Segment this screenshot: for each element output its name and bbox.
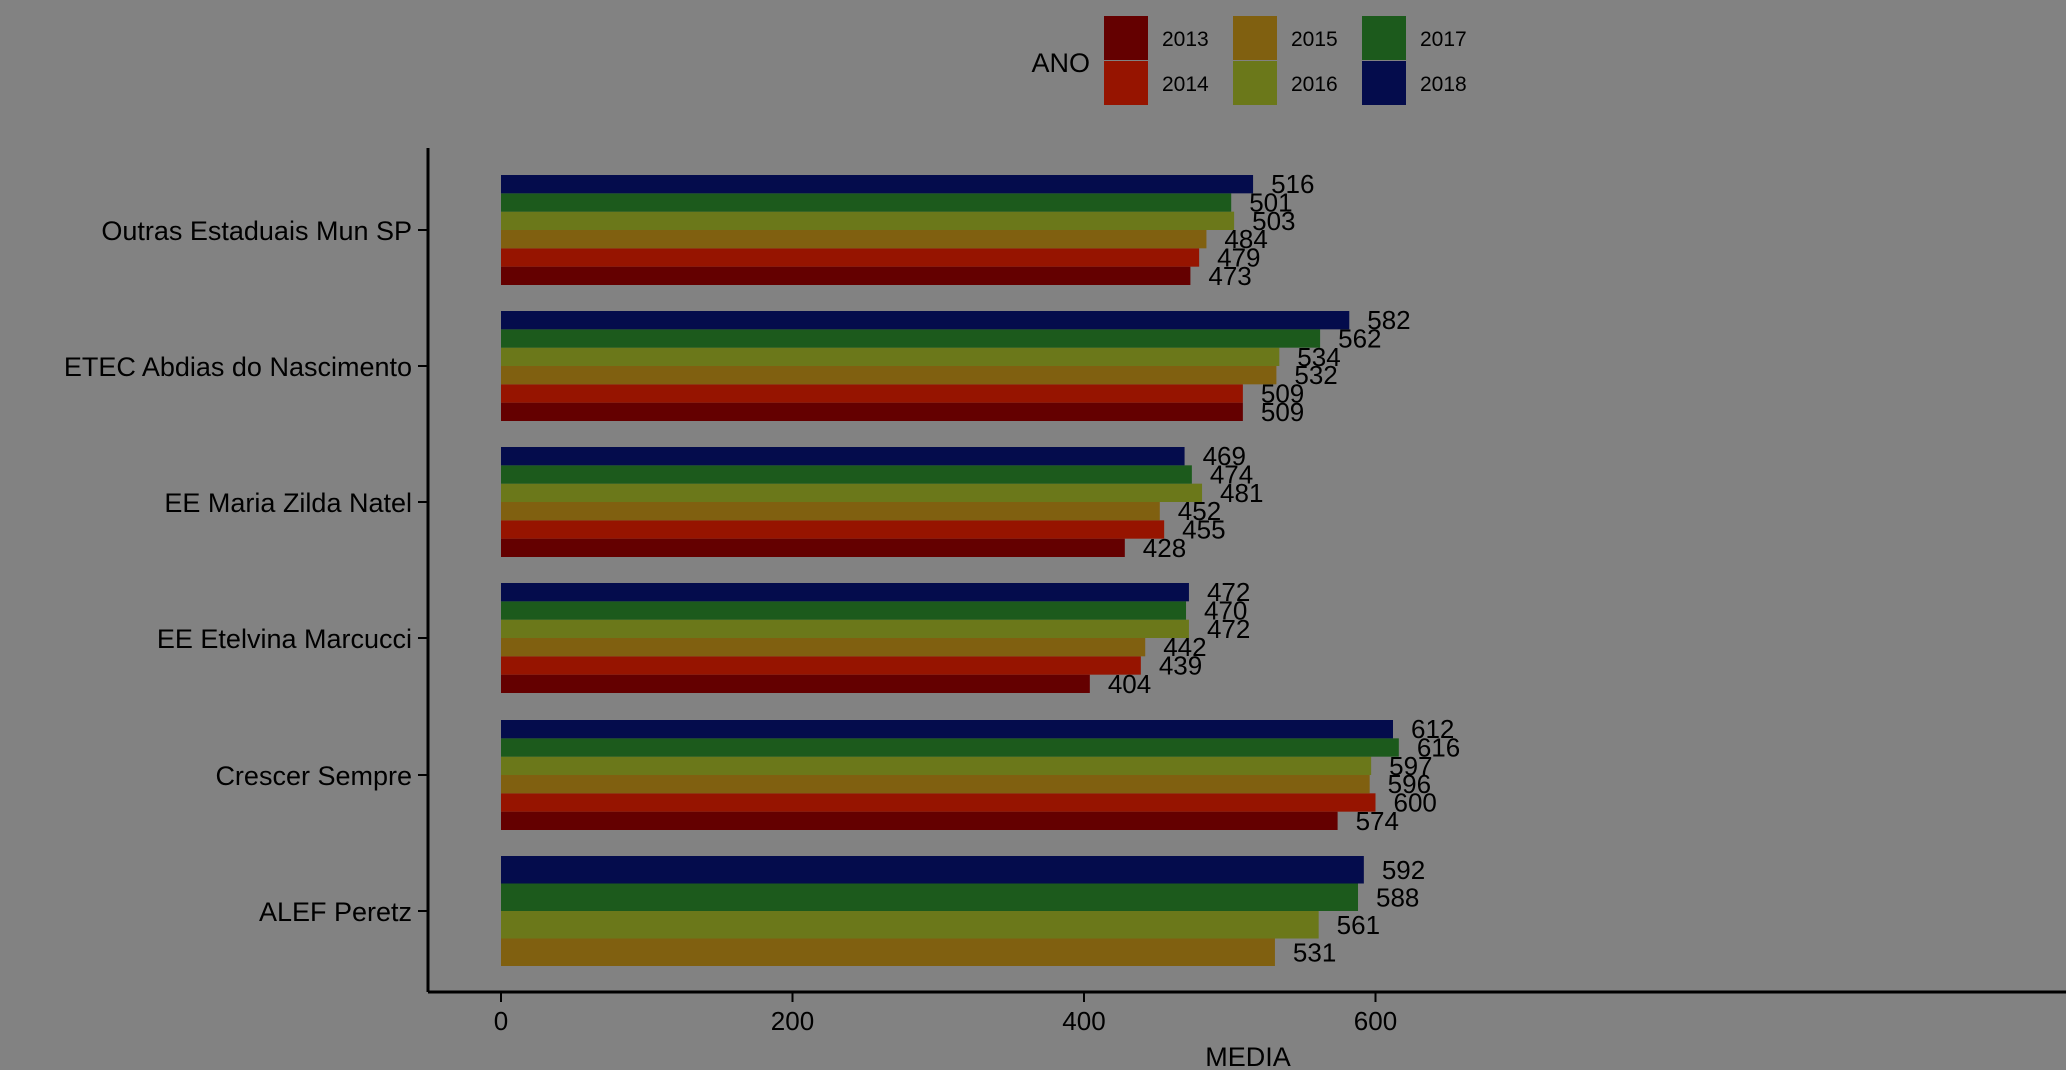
- legend-key-2015: [1233, 16, 1277, 60]
- data-label: 534: [1297, 342, 1340, 372]
- legend-key-2013: [1104, 16, 1148, 60]
- bar-2017: [501, 738, 1399, 757]
- data-label: 484: [1224, 224, 1267, 254]
- data-label: 597: [1389, 751, 1432, 781]
- data-label: 501: [1249, 188, 1292, 218]
- x-tick-label: 200: [771, 1006, 814, 1036]
- legend-key-2016: [1233, 61, 1277, 105]
- value-labels: 4734794845035015165095095325345625824284…: [1108, 169, 1460, 967]
- bar-2015: [501, 938, 1275, 966]
- bar-2018: [501, 720, 1393, 739]
- y-ticks: Outras Estaduais Mun SP ETEC Abdias do Na…: [64, 216, 428, 927]
- bar-2015: [501, 366, 1277, 385]
- bar-2018: [501, 447, 1185, 466]
- data-label: 479: [1217, 243, 1260, 273]
- bar-2017: [501, 601, 1187, 620]
- data-label: 532: [1294, 360, 1337, 390]
- bar-2015: [501, 638, 1146, 657]
- legend-label: 2014: [1162, 73, 1209, 96]
- data-label: 481: [1220, 478, 1263, 508]
- bar-2018: [501, 175, 1254, 194]
- legend: ANO 2013 2014 2015 2016 2017 2018: [1031, 16, 1467, 105]
- bar-2018: [501, 856, 1364, 884]
- data-label: 509: [1261, 379, 1304, 409]
- data-label: 474: [1210, 460, 1253, 490]
- x-ticks: 0 200 400 600: [494, 992, 1397, 1036]
- bar-2016: [501, 211, 1235, 230]
- bar-2013: [501, 266, 1191, 285]
- data-label: 531: [1293, 937, 1336, 967]
- bar-2015: [501, 230, 1207, 249]
- data-label: 600: [1394, 788, 1437, 818]
- legend-key-2014: [1104, 61, 1148, 105]
- bar-2017: [501, 883, 1359, 911]
- legend-label: 2018: [1420, 73, 1467, 96]
- bar-2016: [501, 483, 1203, 502]
- legend-title: ANO: [1031, 48, 1090, 78]
- data-label: 452: [1178, 496, 1221, 526]
- data-label: 582: [1367, 305, 1410, 335]
- category-label: ETEC Abdias do Nascimento: [64, 352, 412, 382]
- bar-2014: [501, 520, 1165, 539]
- bars: [501, 175, 1399, 966]
- bar-2016: [501, 756, 1372, 775]
- data-label: 472: [1207, 614, 1250, 644]
- bar-2015: [501, 502, 1160, 521]
- bar-2014: [501, 656, 1141, 675]
- bar-2015: [501, 775, 1370, 794]
- x-tick-label: 0: [494, 1006, 508, 1036]
- bar-2016: [501, 347, 1280, 366]
- data-label: 562: [1338, 324, 1381, 354]
- bar-2017: [501, 465, 1192, 484]
- category-label: EE Etelvina Marcucci: [157, 624, 412, 654]
- data-label: 428: [1143, 533, 1186, 563]
- data-label: 596: [1388, 769, 1431, 799]
- data-label: 439: [1159, 651, 1202, 681]
- x-axis-title: MEDIA: [1205, 1042, 1291, 1070]
- bar-2016: [501, 619, 1189, 638]
- legend-key-2018: [1362, 61, 1406, 105]
- data-label: 561: [1337, 910, 1380, 940]
- bar-2016: [501, 911, 1319, 939]
- data-label: 469: [1203, 441, 1246, 471]
- data-label: 470: [1204, 596, 1247, 626]
- data-label: 455: [1182, 515, 1225, 545]
- category-label: Crescer Sempre: [215, 761, 412, 791]
- bar-2014: [501, 248, 1200, 267]
- category-label: EE Maria Zilda Natel: [164, 488, 412, 518]
- data-label: 612: [1411, 714, 1454, 744]
- data-label: 404: [1108, 669, 1151, 699]
- data-label: 503: [1252, 206, 1295, 236]
- legend-label: 2015: [1291, 28, 1338, 51]
- data-label: 588: [1376, 882, 1419, 912]
- bar-2013: [501, 402, 1243, 421]
- data-label: 473: [1208, 261, 1251, 291]
- bar-2013: [501, 538, 1125, 557]
- category-label: ALEF Peretz: [259, 897, 412, 927]
- legend-key-2017: [1362, 16, 1406, 60]
- bar-2017: [501, 329, 1321, 348]
- bar-2017: [501, 193, 1232, 212]
- axes: [426, 148, 2066, 994]
- bar-2013: [501, 811, 1338, 830]
- data-label: 616: [1417, 733, 1460, 763]
- data-label: 516: [1271, 169, 1314, 199]
- data-label: 442: [1163, 632, 1206, 662]
- x-tick-label: 400: [1062, 1006, 1105, 1036]
- bar-2018: [501, 583, 1189, 602]
- data-label: 509: [1261, 397, 1304, 427]
- data-label: 592: [1382, 855, 1425, 885]
- legend-label: 2013: [1162, 28, 1209, 51]
- data-label: 574: [1356, 806, 1399, 836]
- category-label: Outras Estaduais Mun SP: [101, 216, 412, 246]
- legend-label: 2016: [1291, 73, 1338, 96]
- data-label: 472: [1207, 577, 1250, 607]
- bar-2018: [501, 311, 1350, 330]
- bar-2013: [501, 674, 1090, 693]
- bar-2014: [501, 793, 1376, 812]
- bar-2014: [501, 384, 1243, 403]
- legend-label: 2017: [1420, 28, 1467, 51]
- x-tick-label: 600: [1354, 1006, 1397, 1036]
